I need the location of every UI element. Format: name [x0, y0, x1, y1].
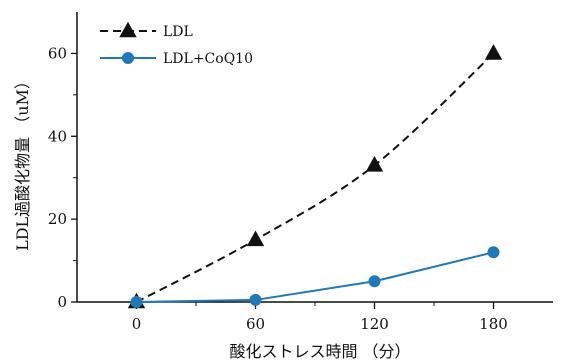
data-point-triangle [484, 44, 503, 60]
data-point-circle [368, 275, 381, 288]
data-point-triangle [246, 230, 265, 247]
series-layer [127, 44, 503, 309]
data-point-circle [249, 293, 262, 306]
legend-item: LDL [100, 21, 193, 40]
data-point-triangle [365, 155, 384, 172]
y-tick-label: 20 [48, 210, 67, 228]
y-axis-title: LDL過酸化物量 （uM） [13, 73, 32, 251]
y-ticks: 0 20 40 60 [48, 44, 77, 311]
x-ticks: 0 60 120 180 [132, 302, 508, 333]
y-tick-label: 60 [48, 44, 67, 62]
series-0 [127, 44, 503, 309]
legend-marker-triangle [119, 21, 137, 38]
series-1 [130, 246, 500, 308]
x-tick-label: 120 [360, 315, 389, 333]
legend-marker-circle [122, 52, 134, 64]
series-line [136, 52, 495, 303]
y-tick-label: 0 [57, 293, 67, 311]
data-point-circle [487, 246, 500, 259]
legend-item: LDL+CoQ10 [100, 51, 253, 67]
x-tick-label: 60 [246, 315, 265, 333]
legend: LDL LDL+CoQ10 [100, 21, 253, 67]
series-line [136, 251, 494, 303]
x-tick-label: 0 [132, 315, 142, 333]
legend-label: LDL+CoQ10 [163, 51, 253, 67]
data-point-circle [130, 296, 143, 308]
x-tick-label: 180 [479, 315, 508, 333]
x-axis-title: 酸化ストレス時間 （分） [229, 342, 410, 361]
legend-label: LDL [163, 24, 193, 40]
y-tick-label: 40 [48, 127, 67, 145]
